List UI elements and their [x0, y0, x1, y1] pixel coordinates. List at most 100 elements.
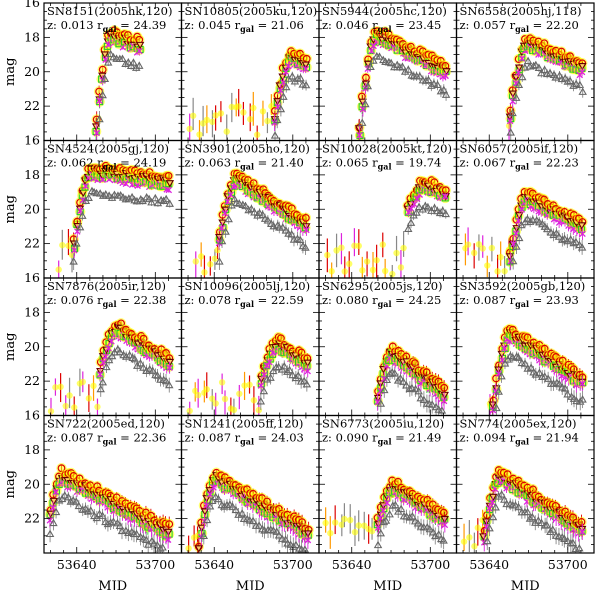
data-point — [427, 400, 437, 408]
data-point — [424, 75, 433, 84]
panel-subtitle: z: 0.087 rgal = 24.03 — [185, 431, 304, 447]
data-point — [369, 266, 377, 274]
y-tick-label: 18 — [24, 304, 40, 319]
data-point — [115, 347, 125, 356]
y-tick-label: 16 — [24, 133, 40, 148]
data-point — [514, 80, 524, 89]
data-point — [196, 131, 203, 138]
data-point — [388, 501, 398, 509]
data-point — [441, 521, 449, 529]
x-tick-label: 53640 — [194, 557, 234, 572]
panel-8: SN6057(2005if,120)z: 0.067 rgal = 22.23 — [455, 139, 595, 279]
data-point — [303, 226, 310, 234]
data-point — [576, 397, 585, 405]
data-point — [277, 87, 284, 94]
data-point — [366, 62, 375, 71]
data-point — [230, 406, 238, 414]
data-point — [361, 99, 370, 108]
data-point — [403, 224, 413, 233]
data-point — [124, 58, 133, 66]
data-point — [127, 192, 137, 201]
data-point — [347, 516, 354, 524]
data-point — [578, 87, 587, 95]
data-point — [278, 73, 287, 81]
data-point — [218, 379, 226, 386]
panel-points — [55, 160, 175, 278]
data-point — [408, 512, 417, 520]
data-point — [103, 58, 113, 66]
data-point — [91, 123, 101, 131]
data-point — [147, 197, 156, 206]
data-point — [244, 205, 253, 214]
data-point — [211, 492, 220, 501]
data-point — [93, 129, 100, 137]
panel-subtitle: z: 0.087 rgal = 23.93 — [460, 293, 579, 309]
panel-title: SN6558(2005hj,118) — [460, 4, 582, 18]
data-point — [419, 395, 429, 403]
data-point — [520, 359, 530, 367]
data-point — [518, 206, 526, 213]
panel-13: SN722(2005ed,120)z: 0.087 rgal = 22.36 16… — [3, 408, 183, 590]
panel-title: SN4524(2005gj,120) — [47, 142, 169, 156]
data-point — [202, 515, 212, 524]
panel-5: SN4524(2005gj,120)z: 0.062 rgal = 24.19 1… — [3, 133, 183, 279]
data-point — [405, 209, 412, 216]
y-tick-label: 18 — [24, 29, 40, 44]
data-point — [411, 200, 418, 208]
data-point — [262, 375, 272, 383]
data-point — [549, 230, 558, 239]
data-point — [508, 90, 518, 98]
data-point — [389, 270, 396, 278]
data-point — [427, 81, 436, 89]
data-point — [526, 363, 536, 371]
data-point — [301, 213, 310, 222]
data-point — [98, 511, 107, 519]
data-point — [153, 540, 162, 549]
x-axis-label: MJD — [236, 579, 265, 590]
data-point — [374, 398, 381, 406]
y-tick-label: 16 — [24, 408, 40, 423]
data-point — [57, 383, 64, 391]
data-point — [294, 371, 303, 379]
panel-subtitle: z: 0.046 rgal = 23.45 — [322, 18, 441, 34]
data-point — [433, 80, 442, 88]
data-point — [430, 203, 439, 212]
y-axis-label: mag — [3, 470, 18, 498]
data-point — [142, 366, 151, 375]
data-point — [121, 59, 130, 68]
data-point — [429, 79, 439, 87]
panel-11: SN6295(2005js,120)z: 0.080 rgal = 24.25 — [318, 277, 458, 417]
data-point — [215, 257, 224, 265]
data-point — [328, 268, 335, 275]
data-point — [98, 191, 108, 199]
data-point — [434, 530, 443, 538]
data-point — [289, 542, 298, 550]
data-point — [540, 372, 549, 380]
data-point — [221, 227, 230, 235]
data-point — [400, 244, 407, 252]
data-point — [383, 499, 391, 507]
data-point — [393, 249, 400, 257]
panel-title: SN7876(2005ir,120) — [47, 279, 166, 293]
panel-points — [322, 475, 450, 553]
data-point — [279, 92, 288, 100]
data-point — [130, 354, 139, 363]
data-point — [405, 513, 415, 521]
data-point — [563, 236, 572, 245]
data-point — [359, 267, 366, 274]
data-point — [106, 49, 115, 58]
data-point — [501, 345, 508, 352]
data-point — [379, 507, 387, 514]
data-point — [149, 539, 159, 547]
data-point — [300, 545, 310, 553]
x-axis-label: MJD — [98, 579, 127, 590]
data-point — [295, 235, 305, 244]
data-point — [398, 62, 407, 70]
data-point — [368, 47, 375, 55]
data-point — [255, 208, 264, 217]
data-point — [376, 399, 386, 407]
data-point — [346, 260, 353, 268]
data-point — [374, 524, 382, 531]
data-point — [338, 521, 346, 528]
